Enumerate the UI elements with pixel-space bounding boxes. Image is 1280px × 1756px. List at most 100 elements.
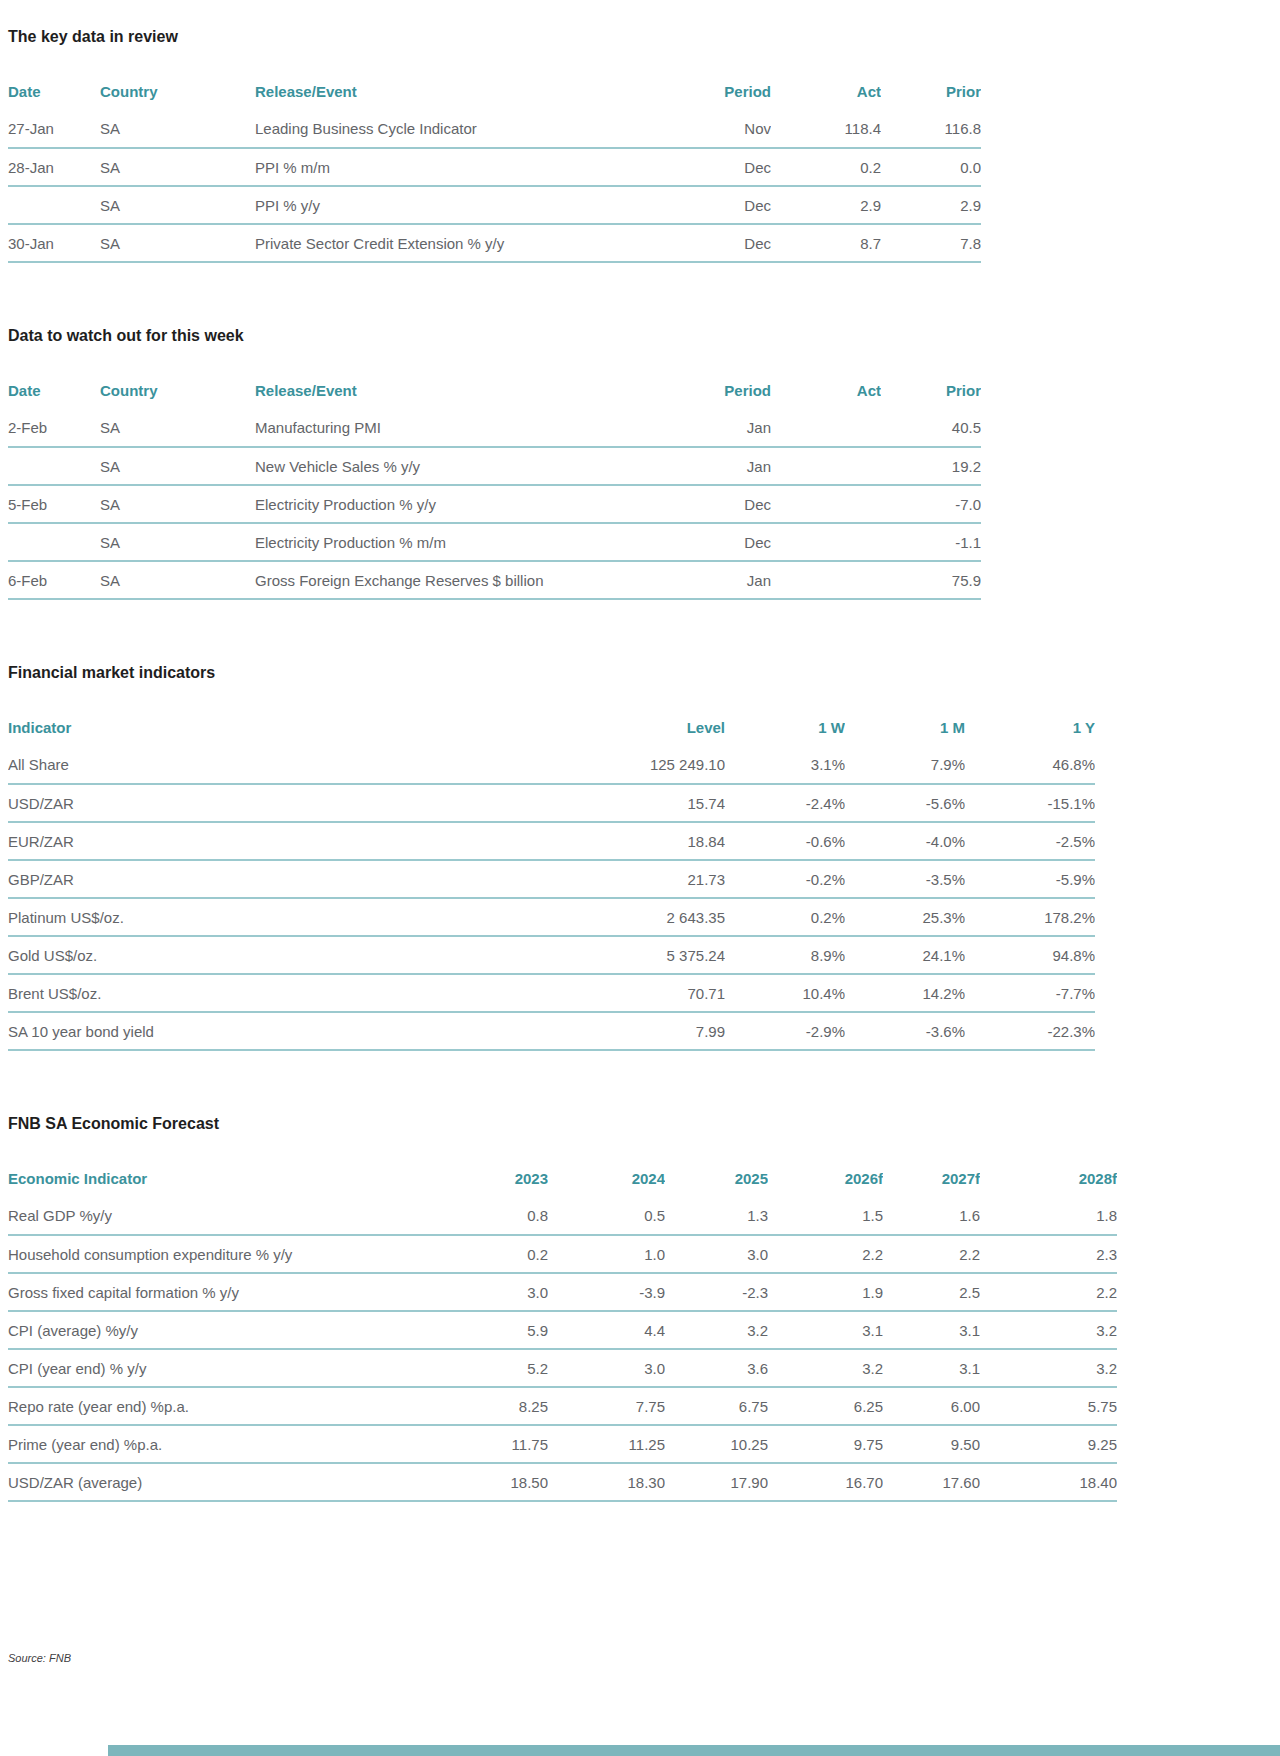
- section-data-to-watch: Data to watch out for this week DateCoun…: [8, 327, 1280, 600]
- column-header: Act: [771, 72, 881, 110]
- table-header: DateCountryRelease/EventPeriodActPrior: [8, 371, 981, 409]
- table-row: EUR/ZAR18.84-0.6%-4.0%-2.5%: [8, 822, 1095, 860]
- table-cell: Dec: [640, 224, 771, 262]
- table-cell: -2.9%: [725, 1012, 845, 1050]
- table-row: All Share125 249.103.1%7.9%46.8%: [8, 746, 1095, 784]
- financial-market-indicators-table: IndicatorLevel1 W1 M1 Y All Share125 249…: [8, 708, 1095, 1051]
- table-row: SA 10 year bond yield7.99-2.9%-3.6%-22.3…: [8, 1012, 1095, 1050]
- table-header: Economic Indicator2023202420252026f2027f…: [8, 1159, 1117, 1197]
- table-row: 2-FebSAManufacturing PMIJan40.5: [8, 409, 981, 447]
- table-cell: 3.6: [665, 1349, 768, 1387]
- table-cell: SA: [100, 186, 255, 224]
- table-cell: Nov: [640, 110, 771, 148]
- table-cell: 7.9%: [845, 746, 965, 784]
- table-cell: [771, 561, 881, 599]
- column-header: 1 W: [725, 708, 845, 746]
- table-cell: EUR/ZAR: [8, 822, 458, 860]
- table-row: GBP/ZAR21.73-0.2%-3.5%-5.9%: [8, 860, 1095, 898]
- table-cell: 3.2: [768, 1349, 883, 1387]
- table-cell: 1.3: [665, 1197, 768, 1235]
- table-cell: -15.1%: [965, 784, 1095, 822]
- table-cell: 2.2: [980, 1273, 1117, 1311]
- table-cell: Electricity Production % m/m: [255, 523, 640, 561]
- table-cell: 125 249.10: [458, 746, 725, 784]
- table-cell: -2.3: [665, 1273, 768, 1311]
- table-cell: All Share: [8, 746, 458, 784]
- table-cell: 18.30: [548, 1463, 665, 1501]
- table-cell: 1.6: [883, 1197, 980, 1235]
- table-cell: 3.0: [428, 1273, 548, 1311]
- table-row: Real GDP %y/y0.80.51.31.51.61.8: [8, 1197, 1117, 1235]
- table-row: 27-JanSALeading Business Cycle Indicator…: [8, 110, 981, 148]
- table-header: DateCountryRelease/EventPeriodActPrior: [8, 72, 981, 110]
- table-cell: PPI % y/y: [255, 186, 640, 224]
- table-row: Prime (year end) %p.a.11.7511.2510.259.7…: [8, 1425, 1117, 1463]
- table-cell: Jan: [640, 447, 771, 485]
- table-cell: 116.8: [881, 110, 981, 148]
- table-cell: USD/ZAR: [8, 784, 458, 822]
- table-cell: -3.5%: [845, 860, 965, 898]
- table-cell: [771, 447, 881, 485]
- table-header-row: DateCountryRelease/EventPeriodActPrior: [8, 371, 981, 409]
- table-cell: 2 643.35: [458, 898, 725, 936]
- table-cell: 70.71: [458, 974, 725, 1012]
- table-cell: PPI % m/m: [255, 148, 640, 186]
- table-cell: -0.2%: [725, 860, 845, 898]
- table-cell: 2.9: [771, 186, 881, 224]
- column-header: Date: [8, 72, 100, 110]
- table-cell: 178.2%: [965, 898, 1095, 936]
- table-cell: 9.25: [980, 1425, 1117, 1463]
- column-header: Economic Indicator: [8, 1159, 428, 1197]
- table-cell: -5.6%: [845, 784, 965, 822]
- table-cell: -0.6%: [725, 822, 845, 860]
- table-cell: 18.50: [428, 1463, 548, 1501]
- table-cell: Platinum US$/oz.: [8, 898, 458, 936]
- table-cell: [771, 485, 881, 523]
- table-cell: SA: [100, 148, 255, 186]
- table-cell: 16.70: [768, 1463, 883, 1501]
- table-cell: 4.4: [548, 1311, 665, 1349]
- table-cell: SA: [100, 110, 255, 148]
- table-cell: 14.2%: [845, 974, 965, 1012]
- column-header: 1 M: [845, 708, 965, 746]
- table-row: 5-FebSAElectricity Production % y/yDec-7…: [8, 485, 981, 523]
- table-cell: -2.5%: [965, 822, 1095, 860]
- section-title: FNB SA Economic Forecast: [8, 1115, 1280, 1133]
- table-cell: 8.9%: [725, 936, 845, 974]
- section-title: Financial market indicators: [8, 664, 1280, 682]
- table-body: All Share125 249.103.1%7.9%46.8%USD/ZAR1…: [8, 746, 1095, 1050]
- table-cell: 2.5: [883, 1273, 980, 1311]
- table-row: SAElectricity Production % m/mDec-1.1: [8, 523, 981, 561]
- table-cell: 3.1: [768, 1311, 883, 1349]
- table-cell: New Vehicle Sales % y/y: [255, 447, 640, 485]
- table-cell: -22.3%: [965, 1012, 1095, 1050]
- table-cell: -7.0: [881, 485, 981, 523]
- table-cell: Real GDP %y/y: [8, 1197, 428, 1235]
- table-cell: Dec: [640, 485, 771, 523]
- column-header: Date: [8, 371, 100, 409]
- column-header: 2026f: [768, 1159, 883, 1197]
- table-cell: 19.2: [881, 447, 981, 485]
- table-cell: 0.8: [428, 1197, 548, 1235]
- table-cell: Brent US$/oz.: [8, 974, 458, 1012]
- table-cell: Gross fixed capital formation % y/y: [8, 1273, 428, 1311]
- table-cell: 11.75: [428, 1425, 548, 1463]
- table-cell: 5.9: [428, 1311, 548, 1349]
- table-cell: 3.1: [883, 1349, 980, 1387]
- table-cell: Electricity Production % y/y: [255, 485, 640, 523]
- table-cell: 6.75: [665, 1387, 768, 1425]
- table-cell: [771, 409, 881, 447]
- table-header-row: DateCountryRelease/EventPeriodActPrior: [8, 72, 981, 110]
- table-cell: 6.25: [768, 1387, 883, 1425]
- section-title: Data to watch out for this week: [8, 327, 1280, 345]
- table-cell: SA: [100, 523, 255, 561]
- column-header: Period: [640, 371, 771, 409]
- table-cell: 7.75: [548, 1387, 665, 1425]
- table-row: USD/ZAR (average)18.5018.3017.9016.7017.…: [8, 1463, 1117, 1501]
- table-cell: Jan: [640, 409, 771, 447]
- table-cell: 6-Feb: [8, 561, 100, 599]
- table-cell: 1.9: [768, 1273, 883, 1311]
- table-cell: 0.2: [428, 1235, 548, 1273]
- column-header: Country: [100, 72, 255, 110]
- table-cell: -3.6%: [845, 1012, 965, 1050]
